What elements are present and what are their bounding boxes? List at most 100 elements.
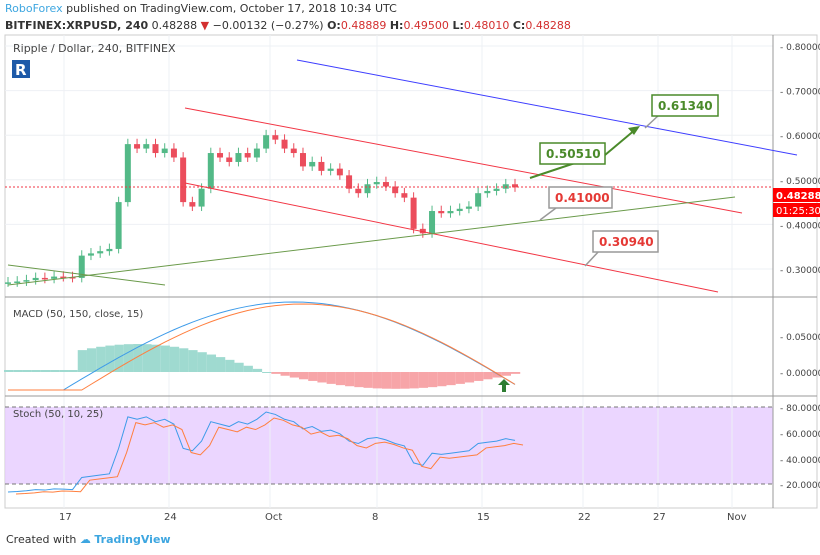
close-value: 0.48288 [525, 19, 571, 32]
macd-histogram-bar [280, 372, 290, 376]
candle-body [14, 281, 21, 283]
macd-label[interactable]: MACD (50, 150, close, 15) [13, 309, 143, 320]
macd-histogram-bar [483, 372, 493, 380]
macd-tick-label: - 0.050000 [780, 333, 820, 343]
publish-info: published on TradingView.com, October 17… [66, 2, 397, 15]
macd-histogram-bar [409, 372, 419, 389]
candle-body [364, 184, 371, 194]
macd-histogram-bar [59, 370, 69, 372]
candle-body [309, 161, 316, 167]
blue-trendline[interactable] [296, 59, 798, 156]
annotation-text: 0.61340 [658, 99, 713, 113]
candle-body [336, 168, 343, 176]
macd-histogram-bar [437, 372, 447, 387]
label-061340[interactable]: 0.61340 [651, 94, 719, 117]
channel-upper[interactable] [184, 107, 743, 214]
price-tick-label: - 0.40000 [780, 221, 820, 231]
signal-line [8, 303, 516, 391]
candle-body [429, 211, 436, 234]
candle-body [392, 186, 399, 194]
macd-histogram-bar [234, 362, 244, 372]
candle-body [281, 139, 288, 149]
macd-histogram-bar [418, 372, 429, 388]
macd-histogram-bar [225, 359, 235, 372]
stoch-label[interactable]: Stoch (50, 10, 25) [13, 409, 103, 420]
candle-body [41, 277, 48, 280]
candle-body [69, 277, 76, 279]
candle-body [207, 153, 214, 189]
candle-body [134, 144, 141, 149]
green-short-trendline[interactable] [7, 264, 166, 286]
candle-body [263, 135, 270, 149]
channel-lower[interactable] [184, 182, 719, 293]
up-arrow-icon [498, 379, 510, 392]
candle-body [318, 161, 325, 171]
x-tick-label: 17 [59, 512, 72, 523]
label-041000[interactable]: 0.41000 [548, 186, 613, 209]
roboforex-logo: R [12, 60, 30, 79]
candle-body [299, 153, 306, 167]
axes: 17 24 Oct 8 15 22 27 Nov - 0.80000 - 0.70000 - 0.6… [59, 43, 820, 523]
candle-body [502, 184, 509, 189]
countdown-tag: 01:25:30 [776, 206, 820, 217]
macd-histogram-bar [262, 372, 272, 373]
candle-body [51, 276, 58, 279]
publisher-link[interactable]: RoboForex [5, 2, 63, 15]
label-050510[interactable]: 0.50510 [539, 142, 606, 165]
chart-area[interactable]: Ripple / Dollar, 240, BITFINEX R 0.61340… [0, 0, 820, 530]
candle-body [465, 206, 472, 209]
low-label: L: [452, 19, 464, 32]
macd-histogram-bar [179, 348, 189, 372]
macd-histogram-bar [68, 370, 78, 372]
annotation-text: 0.30940 [599, 235, 654, 249]
candle-body [143, 144, 150, 149]
candle-body [226, 157, 233, 162]
x-tick-label: 8 [372, 512, 378, 523]
stoch-d-line [15, 417, 524, 495]
tradingview-link[interactable]: TradingView [94, 533, 171, 546]
candle-body [253, 148, 260, 158]
symbol-line: BITFINEX:XRPUSD, 240 0.48288 ▼ −0.00132 … [5, 19, 571, 32]
macd-histogram-bar [188, 350, 198, 372]
symbol: BITFINEX:XRPUSD, 240 [5, 19, 149, 32]
last-price-tag: 0.48288 [776, 191, 820, 202]
price-tick-label: - 0.30000 [780, 266, 820, 276]
candle-body [438, 211, 445, 214]
x-tick-label: 22 [578, 512, 591, 523]
macd-histogram-bar [400, 372, 410, 389]
macd-histogram-bar [511, 372, 521, 374]
candle-body [180, 157, 187, 203]
stoch-tick-label: - 20.0000 [780, 481, 820, 491]
price-change: −0.00132 (−0.27%) [212, 19, 324, 32]
stoch-tick-label: - 60.0000 [780, 430, 820, 440]
low-value: 0.48010 [463, 19, 510, 32]
x-tick-label: 27 [653, 512, 666, 523]
macd-histogram-bar [317, 372, 327, 383]
macd-histogram-bar [50, 370, 60, 372]
macd-line [8, 301, 516, 391]
x-tick-label: Nov [727, 512, 747, 523]
candle-body [493, 188, 500, 191]
macd-histogram-bar [381, 372, 392, 389]
price-tick-label: - 0.80000 [780, 43, 820, 53]
stoch-k-line [7, 411, 516, 493]
macd-histogram-bar [160, 345, 170, 372]
candles [5, 129, 518, 287]
macd-histogram-bar [114, 344, 124, 372]
annotation-text: 0.41000 [555, 191, 610, 205]
green-trendline[interactable] [7, 196, 736, 286]
macd-histogram-bar [298, 372, 309, 380]
macd-histogram-bar [308, 372, 318, 381]
candle-body [410, 197, 417, 229]
stoch-band [5, 407, 773, 484]
candle-body [78, 255, 85, 278]
macd-histogram-bar [455, 372, 465, 384]
candle-body [5, 282, 11, 284]
candle-body [106, 248, 113, 252]
macd-histogram-bar [345, 372, 355, 387]
label-030940[interactable]: 0.30940 [592, 230, 659, 253]
candle-body [419, 228, 426, 234]
macd-histogram-bar [492, 372, 502, 378]
candle-body [87, 253, 94, 256]
macd-histogram-bar [474, 372, 484, 381]
